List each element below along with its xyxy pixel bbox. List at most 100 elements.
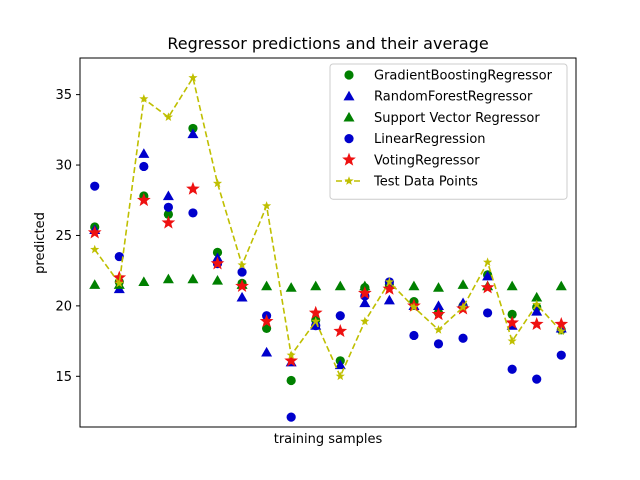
data-point (507, 309, 517, 319)
legend-marker (343, 90, 355, 101)
data-point (114, 278, 124, 288)
legend-label: LinearRegression (374, 132, 486, 147)
data-point (261, 280, 273, 291)
data-point (335, 371, 345, 381)
data-point (284, 353, 299, 367)
series-layer (87, 72, 569, 422)
data-point (163, 112, 173, 122)
data-point (136, 193, 151, 207)
data-point (433, 339, 444, 349)
data-point (529, 316, 544, 331)
data-point (458, 333, 468, 343)
data-point (483, 257, 493, 267)
data-point (162, 190, 174, 201)
x-axis-label: training samples (274, 432, 383, 447)
legend-marker (343, 111, 355, 122)
data-point (188, 72, 198, 82)
data-point (212, 178, 223, 188)
data-point (90, 181, 100, 191)
y-tick-label: 30 (55, 159, 72, 174)
legend-entry: VotingRegressor (342, 152, 480, 168)
data-point (532, 299, 542, 309)
data-point (212, 275, 224, 285)
data-point (187, 128, 199, 139)
data-point (262, 201, 272, 210)
legend-label: Support Vector Regressor (374, 111, 540, 126)
data-point (335, 311, 345, 321)
data-point (261, 346, 273, 357)
data-point (163, 202, 173, 212)
legend-entry: Test Data Points (336, 175, 478, 190)
data-point (90, 244, 100, 254)
legend-box (329, 63, 568, 200)
data-point (285, 282, 297, 292)
legend: GradientBoostingRegressor RandomForestReg… (329, 63, 568, 200)
legend-label: VotingRegressor (374, 153, 480, 168)
data-point (334, 359, 346, 370)
data-point (162, 273, 174, 284)
y-tick-label: 35 (55, 88, 72, 103)
plot-frame (79, 57, 577, 428)
data-point (235, 278, 249, 292)
data-point (433, 325, 444, 334)
data-point (186, 181, 200, 195)
y-tick-label: 20 (55, 299, 72, 314)
data-point (506, 280, 518, 291)
legend-entry: Support Vector Regressor (343, 111, 540, 126)
data-point (212, 247, 223, 257)
data-point (334, 280, 346, 291)
data-point (556, 326, 566, 336)
data-point (237, 267, 247, 277)
data-point (259, 314, 274, 328)
data-point (114, 251, 124, 262)
legend-label: RandomForestRegressor (374, 90, 533, 105)
data-point (188, 208, 198, 218)
data-point (382, 281, 397, 295)
y-axis-ticks: 15 20 25 30 35 (55, 88, 80, 385)
data-point (482, 270, 494, 281)
data-point (483, 308, 493, 318)
data-point (311, 316, 321, 326)
data-point (409, 330, 419, 341)
data-point (408, 280, 420, 291)
data-point (139, 161, 149, 172)
data-point (286, 350, 296, 360)
data-point (210, 256, 225, 270)
data-point (286, 375, 296, 386)
data-point (139, 94, 149, 103)
y-axis-label: predicted (33, 212, 48, 274)
legend-marker (344, 176, 354, 185)
legend-entry: GradientBoostingRegressor (344, 69, 553, 84)
data-point (188, 123, 198, 134)
data-point (531, 306, 543, 316)
data-point (556, 350, 566, 360)
y-tick-label: 15 (55, 370, 72, 385)
data-point (237, 260, 247, 269)
legend-entry: LinearRegression (344, 132, 486, 147)
legend-marker (344, 134, 354, 144)
data-point (359, 297, 371, 308)
data-point (163, 209, 173, 219)
data-point (357, 286, 372, 300)
data-point (507, 364, 517, 374)
data-point (161, 215, 176, 229)
data-point (383, 294, 395, 305)
data-point (431, 307, 446, 321)
data-point (87, 225, 102, 239)
data-point (555, 280, 567, 291)
data-point (554, 316, 569, 331)
data-point (432, 282, 444, 292)
data-point (138, 276, 150, 287)
chart-title: Regressor predictions and their average (167, 34, 488, 53)
legend-entry: RandomForestRegressor (343, 90, 533, 105)
data-point (360, 316, 370, 326)
data-point (432, 300, 444, 311)
data-point (384, 277, 394, 286)
data-point (458, 302, 468, 312)
data-point (480, 280, 495, 294)
legend-marker (342, 152, 356, 166)
series-line (94, 75, 562, 379)
legend-label: Test Data Points (373, 175, 478, 190)
y-tick-label: 25 (55, 229, 72, 244)
data-point (532, 374, 542, 384)
